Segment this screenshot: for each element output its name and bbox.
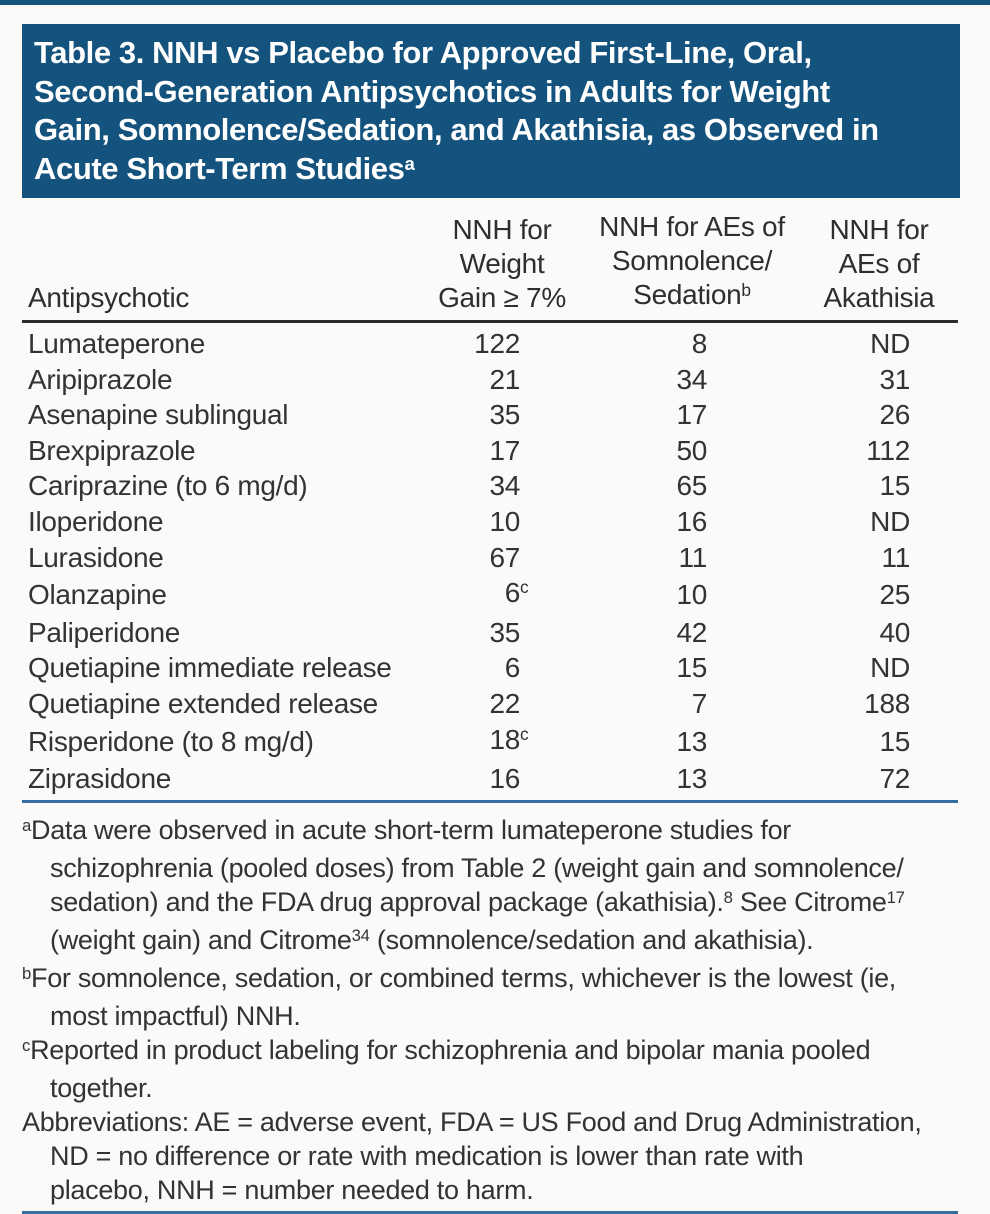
somnolence-sedation-cell: 11 bbox=[678, 541, 708, 573]
drug-cell: Lumateperone bbox=[28, 328, 205, 359]
table-row: Aripiprazole 21 34 31 bbox=[22, 362, 958, 398]
drug-cell: Quetiapine immediate release bbox=[28, 652, 392, 684]
footnotes-section: aData were observed in acute short-term … bbox=[22, 813, 958, 1214]
table-row: Iloperidone 10 16 ND bbox=[22, 504, 958, 540]
weight-gain-cell: 18c bbox=[489, 723, 529, 755]
akathisia-cell: ND bbox=[870, 328, 910, 359]
drug-cell: Olanzapine bbox=[28, 579, 167, 611]
table-title-box: Table 3. NNH vs Placebo for Approved Fir… bbox=[22, 24, 960, 198]
akathisia-cell: 25 bbox=[879, 579, 910, 611]
weight-gain-cell: 35 bbox=[489, 399, 520, 431]
drug-cell: Paliperidone bbox=[28, 616, 181, 648]
drug-cell: Risperidone (to 8 mg/d) bbox=[28, 725, 314, 757]
somnolence-sedation-cell: 42 bbox=[676, 616, 707, 648]
table-content: Antipsychotic NNH for Weight Gain ≥ 7% NNH… bbox=[22, 210, 958, 1214]
weight-gain-cell: 122 bbox=[474, 328, 520, 359]
somnolence-sedation-cell: 13 bbox=[676, 725, 707, 757]
column-header-nnh-somnolence-sedation: NNH for AEs of Somnolence/Sedationb bbox=[584, 210, 800, 323]
akathisia-cell: 11 bbox=[881, 541, 911, 573]
nnh-table: Antipsychotic NNH for Weight Gain ≥ 7% NNH… bbox=[22, 210, 958, 803]
weight-gain-cell: 6 bbox=[504, 652, 521, 684]
somnolence-sedation-cell: 15 bbox=[676, 652, 707, 684]
weight-gain-cell: 21 bbox=[489, 363, 520, 395]
drug-cell: Asenapine sublingual bbox=[28, 399, 289, 431]
somnolence-sedation-cell: 8 bbox=[691, 328, 708, 359]
akathisia-cell: 15 bbox=[879, 470, 910, 502]
akathisia-cell: 31 bbox=[879, 363, 910, 395]
table-row: Lurasidone 67 11 11 bbox=[22, 540, 958, 576]
akathisia-cell: 26 bbox=[879, 399, 910, 431]
table-row: Ziprasidone 16 13 72 bbox=[22, 761, 958, 803]
weight-gain-cell: 22 bbox=[489, 687, 520, 719]
table-title: Table 3. NNH vs Placebo for Approved Fir… bbox=[34, 35, 879, 186]
akathisia-cell: 188 bbox=[864, 687, 910, 719]
table-header: Antipsychotic NNH for Weight Gain ≥ 7% NNH… bbox=[22, 210, 958, 323]
somnolence-sedation-cell: 10 bbox=[676, 579, 707, 611]
header-row: Antipsychotic NNH for Weight Gain ≥ 7% NNH… bbox=[22, 210, 958, 323]
footnote-abbreviations: Abbreviations: AE = adverse event, FDA =… bbox=[22, 1106, 922, 1205]
drug-cell: Aripiprazole bbox=[28, 363, 173, 395]
akathisia-cell: 15 bbox=[879, 725, 910, 757]
somnolence-sedation-cell: 7 bbox=[691, 687, 708, 719]
table-row: Olanzapine 6c 10 25 bbox=[22, 575, 958, 615]
column-header-antipsychotic: Antipsychotic bbox=[22, 210, 420, 323]
drug-cell: Cariprazine (to 6 mg/d) bbox=[28, 470, 308, 502]
table-row: Cariprazine (to 6 mg/d) 34 65 15 bbox=[22, 468, 958, 504]
top-accent-bar bbox=[0, 0, 990, 5]
footnote-c: cReported in product labeling for schizo… bbox=[22, 1034, 871, 1103]
column-header-nnh-akathisia: NNH for AEs of Akathisia bbox=[800, 210, 958, 323]
somnolence-sedation-cell: 50 bbox=[676, 434, 707, 466]
akathisia-cell: 112 bbox=[866, 434, 910, 466]
somnolence-sedation-cell: 34 bbox=[676, 363, 707, 395]
weight-gain-cell: 67 bbox=[489, 541, 520, 573]
akathisia-cell: ND bbox=[870, 652, 910, 684]
table-row: Quetiapine immediate release 6 15 ND bbox=[22, 650, 958, 686]
table-row: Paliperidone 35 42 40 bbox=[22, 615, 958, 651]
somnolence-sedation-cell: 17 bbox=[676, 399, 707, 431]
weight-gain-cell: 16 bbox=[420, 761, 584, 803]
drug-cell: Brexpiprazole bbox=[28, 434, 196, 466]
weight-gain-cell: 17 bbox=[489, 434, 520, 466]
weight-gain-cell: 6c bbox=[504, 577, 529, 609]
weight-gain-cell: 35 bbox=[489, 616, 520, 648]
drug-cell: Lurasidone bbox=[28, 541, 164, 573]
table-row: Risperidone (to 8 mg/d) 18c 13 15 bbox=[22, 722, 958, 762]
table-row: Lumateperone 122 8 ND bbox=[22, 322, 958, 362]
footnote-b: bFor somnolence, sedation, or combined t… bbox=[22, 962, 897, 1031]
weight-gain-cell: 10 bbox=[489, 505, 520, 537]
table-row: Brexpiprazole 17 50 112 bbox=[22, 433, 958, 469]
table-row: Asenapine sublingual 35 17 26 bbox=[22, 397, 958, 433]
somnolence-sedation-cell: 13 bbox=[584, 761, 800, 803]
akathisia-cell: 40 bbox=[879, 616, 910, 648]
akathisia-cell: 72 bbox=[800, 761, 958, 803]
weight-gain-cell: 34 bbox=[489, 470, 520, 502]
somnolence-sedation-cell: 65 bbox=[676, 470, 707, 502]
drug-cell: Ziprasidone bbox=[22, 761, 420, 803]
column-header-nnh-weight-gain: NNH for Weight Gain ≥ 7% bbox=[420, 210, 584, 323]
table-body: Lumateperone 122 8 ND Aripiprazole 21 34 31 Asen… bbox=[22, 322, 958, 803]
drug-cell: Quetiapine extended release bbox=[28, 687, 378, 719]
somnolence-sedation-cell: 16 bbox=[676, 505, 707, 537]
footnote-a: aData were observed in acute short-term … bbox=[22, 814, 905, 955]
drug-cell: Iloperidone bbox=[28, 505, 164, 537]
akathisia-cell: ND bbox=[870, 505, 910, 537]
table-row: Quetiapine extended release 22 7 188 bbox=[22, 686, 958, 722]
